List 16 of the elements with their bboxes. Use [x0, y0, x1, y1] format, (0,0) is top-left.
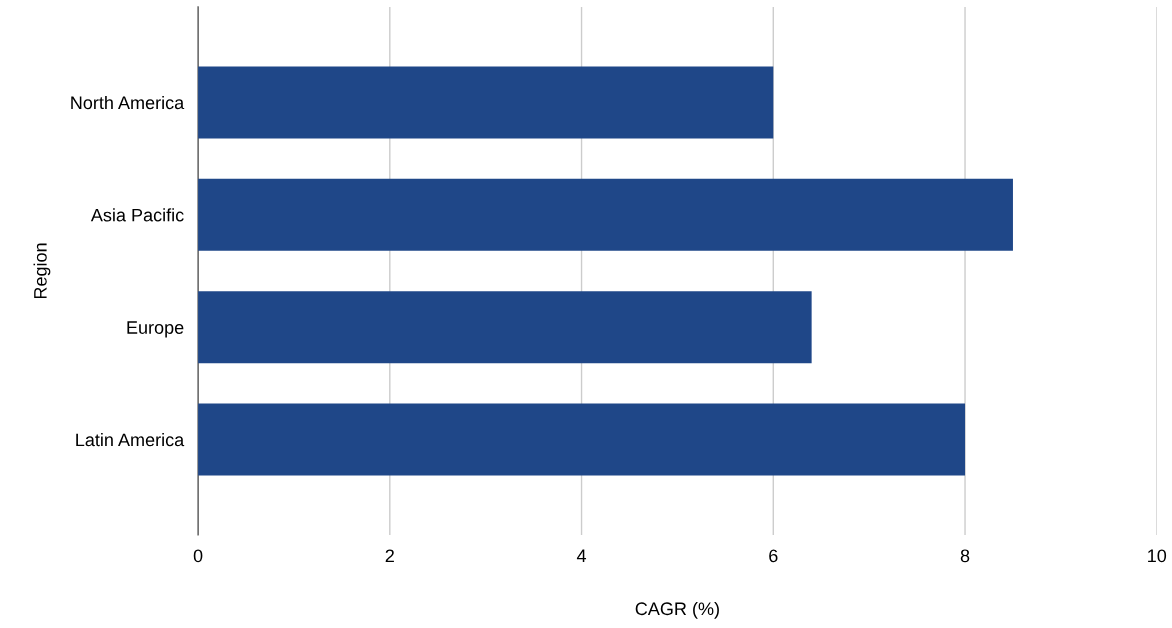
x-tick-label: 0: [193, 549, 203, 563]
x-tick-label: 8: [960, 549, 970, 563]
bar: [198, 66, 774, 139]
bar: [198, 403, 966, 476]
x-tick-label: 4: [576, 549, 587, 563]
y-tick-label: Latin America: [76, 433, 185, 447]
bar: [198, 178, 1013, 251]
y-tick-label: Asia Pacific: [90, 208, 184, 222]
x-axis-title: CAGR (%): [635, 601, 719, 619]
y-axis-title: Region: [33, 243, 51, 299]
y-tick-label: Europe: [127, 321, 184, 338]
x-tick-label: 10: [1148, 549, 1167, 563]
y-tick-label: North America: [71, 95, 185, 110]
bar: [198, 291, 812, 364]
x-tick-label: 2: [385, 549, 394, 563]
x-tick-label: 6: [769, 549, 778, 563]
